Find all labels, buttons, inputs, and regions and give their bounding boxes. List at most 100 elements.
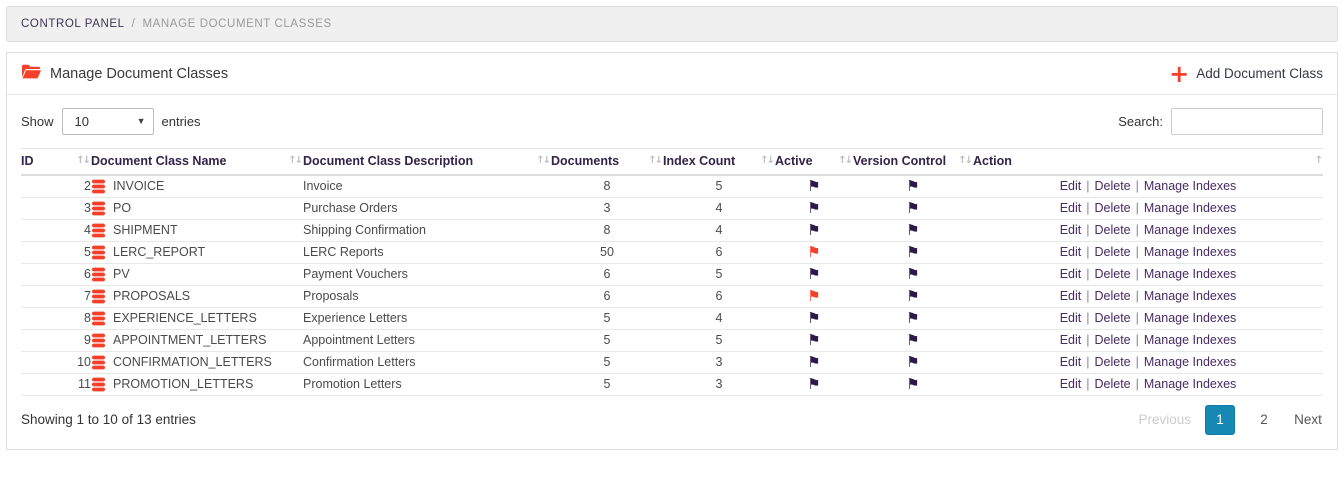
- edit-link[interactable]: Edit: [1059, 333, 1082, 347]
- action-separator: |: [1135, 355, 1139, 369]
- action-cell: Edit | Delete | Manage Indexes: [973, 219, 1323, 242]
- delete-link[interactable]: Delete: [1094, 289, 1131, 303]
- active-cell: ⚑: [775, 241, 853, 264]
- row-name-cell: SHIPMENT: [91, 219, 303, 242]
- column-header-version-control[interactable]: Version Control ↑↓: [853, 148, 973, 176]
- delete-link[interactable]: Delete: [1094, 333, 1131, 347]
- action-separator: |: [1135, 267, 1139, 281]
- table-footer: Showing 1 to 10 of 13 entries Previous 1…: [21, 404, 1323, 435]
- sort-icon: ↑↓: [648, 155, 663, 166]
- add-document-class-button[interactable]: + Add Document Class: [1169, 62, 1323, 86]
- search-input[interactable]: [1171, 108, 1323, 135]
- active-cell: ⚑: [775, 351, 853, 374]
- delete-link[interactable]: Delete: [1094, 311, 1131, 325]
- documents-count: 5: [551, 307, 663, 330]
- sort-icon: ↑↓: [76, 155, 91, 166]
- active-flag-icon: ⚑: [807, 176, 821, 195]
- action-separator: |: [1086, 245, 1090, 259]
- action-separator: |: [1086, 377, 1090, 391]
- document-class-name: EXPERIENCE_LETTERS: [113, 311, 257, 325]
- manage-indexes-link[interactable]: Manage Indexes: [1143, 311, 1237, 325]
- manage-indexes-link[interactable]: Manage Indexes: [1143, 245, 1237, 259]
- delete-link[interactable]: Delete: [1094, 377, 1131, 391]
- pagination-page-2[interactable]: 2: [1260, 412, 1268, 427]
- manage-indexes-link[interactable]: Manage Indexes: [1143, 377, 1237, 391]
- row-id-cell: 11: [21, 373, 91, 396]
- document-class-name: LERC_REPORT: [113, 245, 206, 259]
- row-id-cell: 8: [21, 307, 91, 330]
- index-count: 4: [663, 197, 775, 220]
- edit-link[interactable]: Edit: [1059, 245, 1082, 259]
- pagination-page-1[interactable]: 1: [1205, 404, 1235, 435]
- table-row: 9 APPOINTMENT_LETTERS Appointment Letter…: [21, 329, 1323, 352]
- column-header-index-count[interactable]: Index Count ↑↓: [663, 148, 775, 176]
- manage-indexes-link[interactable]: Manage Indexes: [1143, 355, 1237, 369]
- row-id-cell: 5: [21, 241, 91, 264]
- delete-link[interactable]: Delete: [1094, 179, 1131, 194]
- delete-link[interactable]: Delete: [1094, 245, 1131, 259]
- panel-header: Manage Document Classes + Add Document C…: [7, 53, 1337, 95]
- breadcrumb-link-control-panel[interactable]: CONTROL PANEL: [21, 18, 125, 30]
- version-control-cell: ⚑: [853, 307, 973, 330]
- active-flag-icon: ⚑: [807, 242, 821, 261]
- document-class-name: PO: [113, 201, 132, 215]
- action-cell: Edit | Delete | Manage Indexes: [973, 197, 1323, 220]
- version-control-flag-icon: ⚑: [906, 352, 920, 371]
- version-control-cell: ⚑: [853, 175, 973, 198]
- edit-link[interactable]: Edit: [1059, 201, 1082, 215]
- action-separator: |: [1135, 179, 1139, 194]
- manage-indexes-link[interactable]: Manage Indexes: [1143, 333, 1237, 347]
- breadcrumb-current: MANAGE DOCUMENT CLASSES: [142, 18, 332, 30]
- documents-count: 3: [551, 197, 663, 220]
- action-separator: |: [1135, 223, 1139, 237]
- action-separator: |: [1086, 333, 1090, 347]
- pagination-next[interactable]: Next: [1294, 412, 1322, 427]
- column-header-id[interactable]: ID ↑↓: [21, 148, 91, 176]
- delete-link[interactable]: Delete: [1094, 201, 1131, 215]
- column-header-description[interactable]: Document Class Description ↑↓: [303, 148, 551, 176]
- edit-link[interactable]: Edit: [1059, 377, 1082, 391]
- action-cell: Edit | Delete | Manage Indexes: [973, 285, 1323, 308]
- action-separator: |: [1135, 289, 1139, 303]
- delete-link[interactable]: Delete: [1094, 267, 1131, 281]
- row-name-cell: CONFIRMATION_LETTERS: [91, 351, 303, 374]
- version-control-cell: ⚑: [853, 329, 973, 352]
- pagination-previous[interactable]: Previous: [1138, 412, 1191, 427]
- row-name-cell: LERC_REPORT: [91, 241, 303, 264]
- delete-link[interactable]: Delete: [1094, 223, 1131, 237]
- table-row: 8 EXPERIENCE_LETTERS Experience Letters …: [21, 307, 1323, 330]
- version-control-flag-icon: ⚑: [906, 220, 920, 239]
- edit-link[interactable]: Edit: [1059, 311, 1082, 325]
- documents-count: 5: [551, 351, 663, 374]
- edit-link[interactable]: Edit: [1059, 267, 1082, 281]
- manage-indexes-link[interactable]: Manage Indexes: [1143, 201, 1237, 215]
- search-control: Search:: [1118, 108, 1323, 135]
- manage-indexes-link[interactable]: Manage Indexes: [1143, 267, 1237, 281]
- action-separator: |: [1086, 179, 1090, 194]
- table-row: 3 PO Purchase Orders 3 4 ⚑ ⚑ Edit | Delete…: [21, 197, 1323, 220]
- manage-indexes-link[interactable]: Manage Indexes: [1143, 223, 1237, 237]
- edit-link[interactable]: Edit: [1059, 223, 1082, 237]
- column-header-action[interactable]: Action ↑: [973, 148, 1323, 176]
- column-header-active[interactable]: Active ↑↓: [775, 148, 853, 176]
- edit-link[interactable]: Edit: [1059, 355, 1082, 369]
- delete-link[interactable]: Delete: [1094, 355, 1131, 369]
- active-flag-icon: ⚑: [807, 220, 821, 239]
- edit-link[interactable]: Edit: [1059, 179, 1082, 194]
- entries-label: entries: [161, 114, 201, 129]
- edit-link[interactable]: Edit: [1059, 289, 1082, 303]
- active-flag-icon: ⚑: [807, 264, 821, 283]
- page-length-select[interactable]: 10 ▼: [61, 108, 154, 135]
- version-control-flag-icon: ⚑: [906, 242, 920, 261]
- action-separator: |: [1135, 377, 1139, 391]
- sort-icon: ↑↓: [288, 155, 303, 166]
- manage-indexes-link[interactable]: Manage Indexes: [1143, 179, 1237, 194]
- column-header-name[interactable]: Document Class Name ↑↓: [91, 148, 303, 176]
- manage-indexes-link[interactable]: Manage Indexes: [1143, 289, 1237, 303]
- active-cell: ⚑: [775, 175, 853, 198]
- column-header-documents[interactable]: Documents ↑↓: [551, 148, 663, 176]
- action-cell: Edit | Delete | Manage Indexes: [973, 329, 1323, 352]
- row-id: 11: [78, 377, 91, 391]
- table-info: Showing 1 to 10 of 13 entries: [21, 412, 196, 427]
- action-cell: Edit | Delete | Manage Indexes: [973, 373, 1323, 396]
